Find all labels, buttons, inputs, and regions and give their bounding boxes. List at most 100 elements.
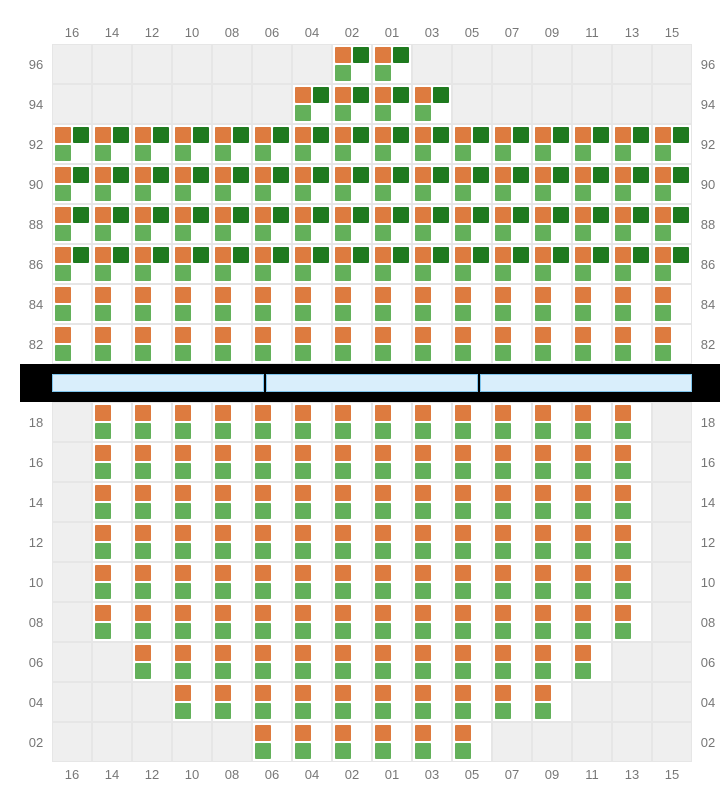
seat-cell[interactable] bbox=[292, 244, 332, 284]
seat-cell[interactable] bbox=[212, 324, 252, 364]
seat-cell[interactable] bbox=[332, 722, 372, 762]
seat-cell[interactable] bbox=[612, 244, 652, 284]
seat-cell[interactable] bbox=[372, 602, 412, 642]
seat-cell[interactable] bbox=[412, 84, 452, 124]
seat-cell[interactable] bbox=[412, 324, 452, 364]
seat-cell[interactable] bbox=[412, 482, 452, 522]
seat-cell[interactable] bbox=[132, 124, 172, 164]
seat-cell[interactable] bbox=[452, 642, 492, 682]
seat-cell[interactable] bbox=[492, 482, 532, 522]
seat-cell[interactable] bbox=[132, 642, 172, 682]
seat-cell[interactable] bbox=[92, 124, 132, 164]
seat-cell[interactable] bbox=[212, 204, 252, 244]
seat-cell[interactable] bbox=[332, 402, 372, 442]
seat-cell[interactable] bbox=[332, 562, 372, 602]
seat-cell[interactable] bbox=[92, 522, 132, 562]
seat-cell[interactable] bbox=[172, 482, 212, 522]
seat-cell[interactable] bbox=[132, 324, 172, 364]
seat-cell[interactable] bbox=[132, 402, 172, 442]
seat-cell[interactable] bbox=[332, 244, 372, 284]
seat-cell[interactable] bbox=[532, 522, 572, 562]
seat-cell[interactable] bbox=[132, 602, 172, 642]
seat-cell[interactable] bbox=[612, 442, 652, 482]
seat-cell[interactable] bbox=[252, 124, 292, 164]
seat-cell[interactable] bbox=[252, 164, 292, 204]
seat-cell[interactable] bbox=[132, 562, 172, 602]
seat-cell[interactable] bbox=[452, 682, 492, 722]
seat-cell[interactable] bbox=[252, 402, 292, 442]
seat-cell[interactable] bbox=[372, 324, 412, 364]
seat-cell[interactable] bbox=[492, 324, 532, 364]
seat-cell[interactable] bbox=[612, 164, 652, 204]
seat-cell[interactable] bbox=[52, 244, 92, 284]
seat-cell[interactable] bbox=[172, 164, 212, 204]
seat-cell[interactable] bbox=[172, 562, 212, 602]
seat-cell[interactable] bbox=[172, 642, 212, 682]
seat-cell[interactable] bbox=[532, 324, 572, 364]
seat-cell[interactable] bbox=[452, 204, 492, 244]
seat-cell[interactable] bbox=[412, 204, 452, 244]
seat-cell[interactable] bbox=[292, 602, 332, 642]
seat-cell[interactable] bbox=[292, 442, 332, 482]
seat-cell[interactable] bbox=[372, 522, 412, 562]
seat-cell[interactable] bbox=[572, 124, 612, 164]
seat-cell[interactable] bbox=[412, 602, 452, 642]
seat-cell[interactable] bbox=[252, 284, 292, 324]
seat-cell[interactable] bbox=[332, 44, 372, 84]
seat-cell[interactable] bbox=[532, 402, 572, 442]
seat-cell[interactable] bbox=[412, 124, 452, 164]
seat-cell[interactable] bbox=[252, 442, 292, 482]
seat-cell[interactable] bbox=[52, 324, 92, 364]
seat-cell[interactable] bbox=[612, 522, 652, 562]
seat-cell[interactable] bbox=[412, 682, 452, 722]
seat-cell[interactable] bbox=[492, 442, 532, 482]
seat-cell[interactable] bbox=[492, 284, 532, 324]
seat-cell[interactable] bbox=[92, 324, 132, 364]
seat-cell[interactable] bbox=[292, 324, 332, 364]
seat-cell[interactable] bbox=[372, 642, 412, 682]
seat-cell[interactable] bbox=[372, 562, 412, 602]
seat-cell[interactable] bbox=[412, 164, 452, 204]
seat-cell[interactable] bbox=[532, 164, 572, 204]
seat-cell[interactable] bbox=[412, 522, 452, 562]
seat-cell[interactable] bbox=[452, 244, 492, 284]
seat-cell[interactable] bbox=[52, 204, 92, 244]
seat-cell[interactable] bbox=[172, 324, 212, 364]
seat-cell[interactable] bbox=[532, 682, 572, 722]
seat-cell[interactable] bbox=[92, 164, 132, 204]
seat-cell[interactable] bbox=[332, 284, 372, 324]
seat-cell[interactable] bbox=[572, 602, 612, 642]
seat-cell[interactable] bbox=[572, 442, 612, 482]
seat-cell[interactable] bbox=[452, 324, 492, 364]
seat-cell[interactable] bbox=[292, 722, 332, 762]
seat-cell[interactable] bbox=[52, 284, 92, 324]
seat-cell[interactable] bbox=[92, 562, 132, 602]
seat-cell[interactable] bbox=[372, 682, 412, 722]
seat-cell[interactable] bbox=[292, 642, 332, 682]
seat-cell[interactable] bbox=[572, 244, 612, 284]
seat-cell[interactable] bbox=[492, 124, 532, 164]
seat-cell[interactable] bbox=[92, 204, 132, 244]
seat-cell[interactable] bbox=[452, 602, 492, 642]
seat-cell[interactable] bbox=[172, 402, 212, 442]
seat-cell[interactable] bbox=[532, 482, 572, 522]
seat-cell[interactable] bbox=[452, 164, 492, 204]
seat-cell[interactable] bbox=[292, 522, 332, 562]
seat-cell[interactable] bbox=[92, 442, 132, 482]
seat-cell[interactable] bbox=[132, 442, 172, 482]
seat-cell[interactable] bbox=[252, 602, 292, 642]
seat-cell[interactable] bbox=[532, 642, 572, 682]
seat-cell[interactable] bbox=[172, 522, 212, 562]
seat-cell[interactable] bbox=[612, 204, 652, 244]
seat-cell[interactable] bbox=[492, 562, 532, 602]
seat-cell[interactable] bbox=[252, 562, 292, 602]
seat-cell[interactable] bbox=[372, 482, 412, 522]
seat-cell[interactable] bbox=[252, 522, 292, 562]
seat-cell[interactable] bbox=[452, 442, 492, 482]
seat-cell[interactable] bbox=[492, 204, 532, 244]
seat-cell[interactable] bbox=[212, 482, 252, 522]
seat-cell[interactable] bbox=[452, 722, 492, 762]
seat-cell[interactable] bbox=[212, 402, 252, 442]
seat-cell[interactable] bbox=[292, 84, 332, 124]
seat-cell[interactable] bbox=[652, 284, 692, 324]
